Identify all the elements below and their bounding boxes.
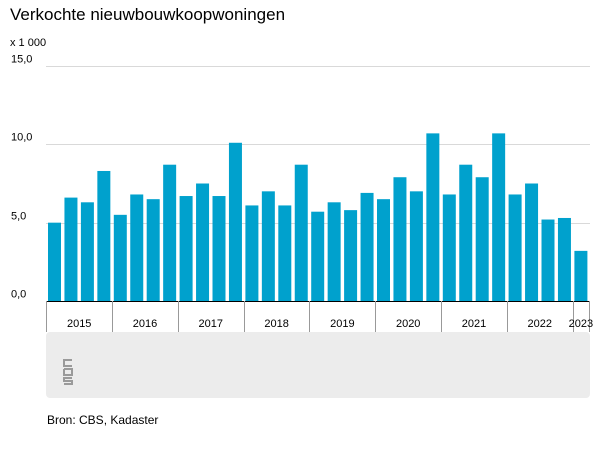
bar — [97, 170, 111, 301]
logo-panel — [46, 332, 590, 398]
bar — [130, 194, 144, 301]
x-tick-label: 2016 — [133, 318, 157, 330]
x-tick-label: 2017 — [199, 318, 223, 330]
bar — [196, 183, 210, 301]
x-tick-label: 2023 — [569, 318, 593, 330]
y-axis-unit: x 1 000 — [10, 37, 47, 49]
bar — [294, 164, 308, 301]
bar — [475, 177, 489, 301]
bar — [508, 194, 522, 301]
bar — [525, 183, 539, 301]
bar — [228, 142, 242, 301]
bar — [80, 202, 94, 301]
y-tick-label: 0,0 — [11, 289, 26, 301]
y-tick-label: 15,0 — [11, 54, 32, 66]
source-note: Bron: CBS, Kadaster — [47, 413, 158, 427]
x-tick-label: 2015 — [67, 318, 91, 330]
bar — [459, 164, 473, 301]
x-axis: 2015 2016 2017 2018 2019 2020 2021 2022 2023 — [46, 301, 593, 332]
bar — [377, 199, 390, 301]
x-tick-label: 2019 — [330, 318, 354, 330]
x-tick-label: 2022 — [528, 318, 552, 330]
x-tick-label: 2021 — [462, 318, 486, 330]
bar-chart: 0,05,010,015,0 2015 2016 2017 2018 2019 2020 2… — [11, 54, 593, 332]
source-label: Bron: CBS, Kadaster — [47, 413, 159, 427]
bar — [163, 164, 177, 301]
bar — [574, 250, 588, 301]
bar — [557, 217, 571, 301]
bar — [179, 196, 193, 301]
bar — [360, 192, 374, 301]
bar — [245, 205, 259, 301]
bar — [541, 219, 555, 301]
bar — [48, 222, 61, 301]
bar — [327, 202, 341, 301]
x-tick-label: 2020 — [396, 318, 420, 330]
bar — [393, 177, 407, 301]
cbs-logo-icon — [63, 359, 73, 385]
x-tick-label: 2018 — [264, 318, 288, 330]
bar — [442, 194, 456, 301]
chart-title: Verkochte nieuwbouwkoopwoningen — [10, 5, 286, 24]
bar — [212, 196, 226, 301]
bar — [426, 133, 440, 301]
bar — [146, 199, 160, 301]
bar — [261, 191, 275, 301]
bar — [311, 211, 325, 301]
bar — [492, 133, 506, 301]
y-tick-label: 5,0 — [11, 211, 26, 223]
y-tick-labels: 0,0 5,0 10,0 15,0 — [11, 54, 32, 301]
bars — [48, 133, 588, 301]
bar — [278, 205, 292, 301]
y-tick-label: 10,0 — [11, 132, 32, 144]
bar — [113, 214, 127, 301]
bar — [344, 210, 358, 301]
bar — [64, 197, 78, 301]
bar — [409, 191, 423, 301]
